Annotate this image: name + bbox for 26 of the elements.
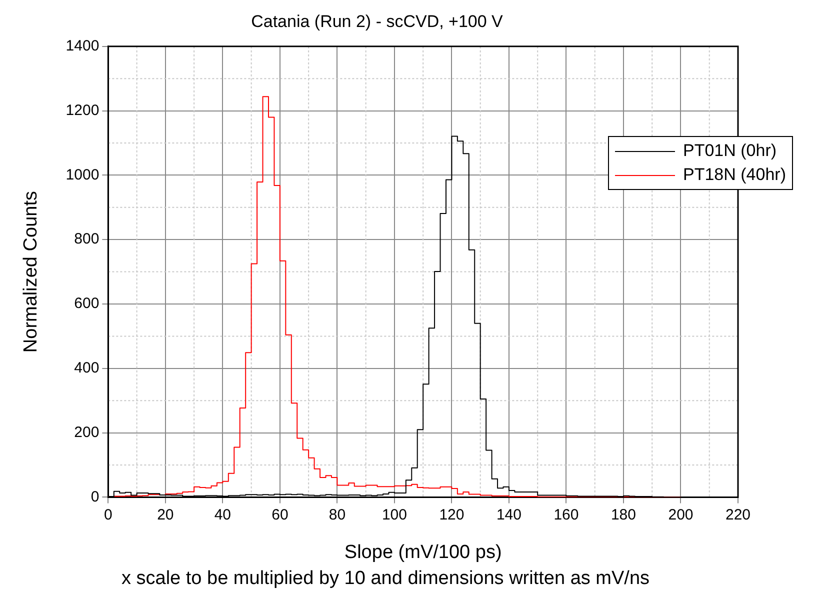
x-tick-label: 160	[554, 506, 579, 524]
text: x scale to be multiplied by 10 and dimensions written as mV/ns	[120, 568, 651, 590]
x-tick-label: 120	[439, 506, 464, 524]
x-tick-label: 220	[725, 506, 751, 524]
y-tick-label: 1000	[66, 166, 100, 184]
x-tick-label: 0	[104, 506, 112, 524]
x-tick-label: 180	[610, 506, 636, 524]
y-tick-label: 400	[74, 360, 100, 377]
x-tick-label: 100	[382, 506, 407, 524]
y-axis-title: Normalized Counts	[20, 191, 42, 353]
y-tick-label: 0	[90, 488, 100, 506]
x-tick-label: 60	[272, 506, 288, 524]
legend-label: PT18N (40hr)	[683, 164, 786, 186]
x-tick-label: 140	[496, 506, 522, 524]
y-tick-label: 800	[74, 230, 100, 248]
x-axis-title: Slope (mV/100 ps)	[344, 542, 502, 563]
x-tick-label: 20	[157, 506, 174, 524]
y-tick-label: 600	[74, 295, 100, 312]
x-tick-label: 80	[328, 506, 346, 524]
x-tick-label: 200	[668, 506, 694, 524]
legend-label: PT01N (0hr)	[683, 140, 777, 162]
y-tick-label: 1400	[66, 38, 100, 55]
y-tick-label: 1200	[66, 102, 100, 119]
y-tick-label: 200	[74, 424, 100, 441]
x-tick-label: 40	[214, 506, 232, 524]
chart-title: Catania (Run 2) - scCVD, +100 V	[251, 12, 504, 31]
